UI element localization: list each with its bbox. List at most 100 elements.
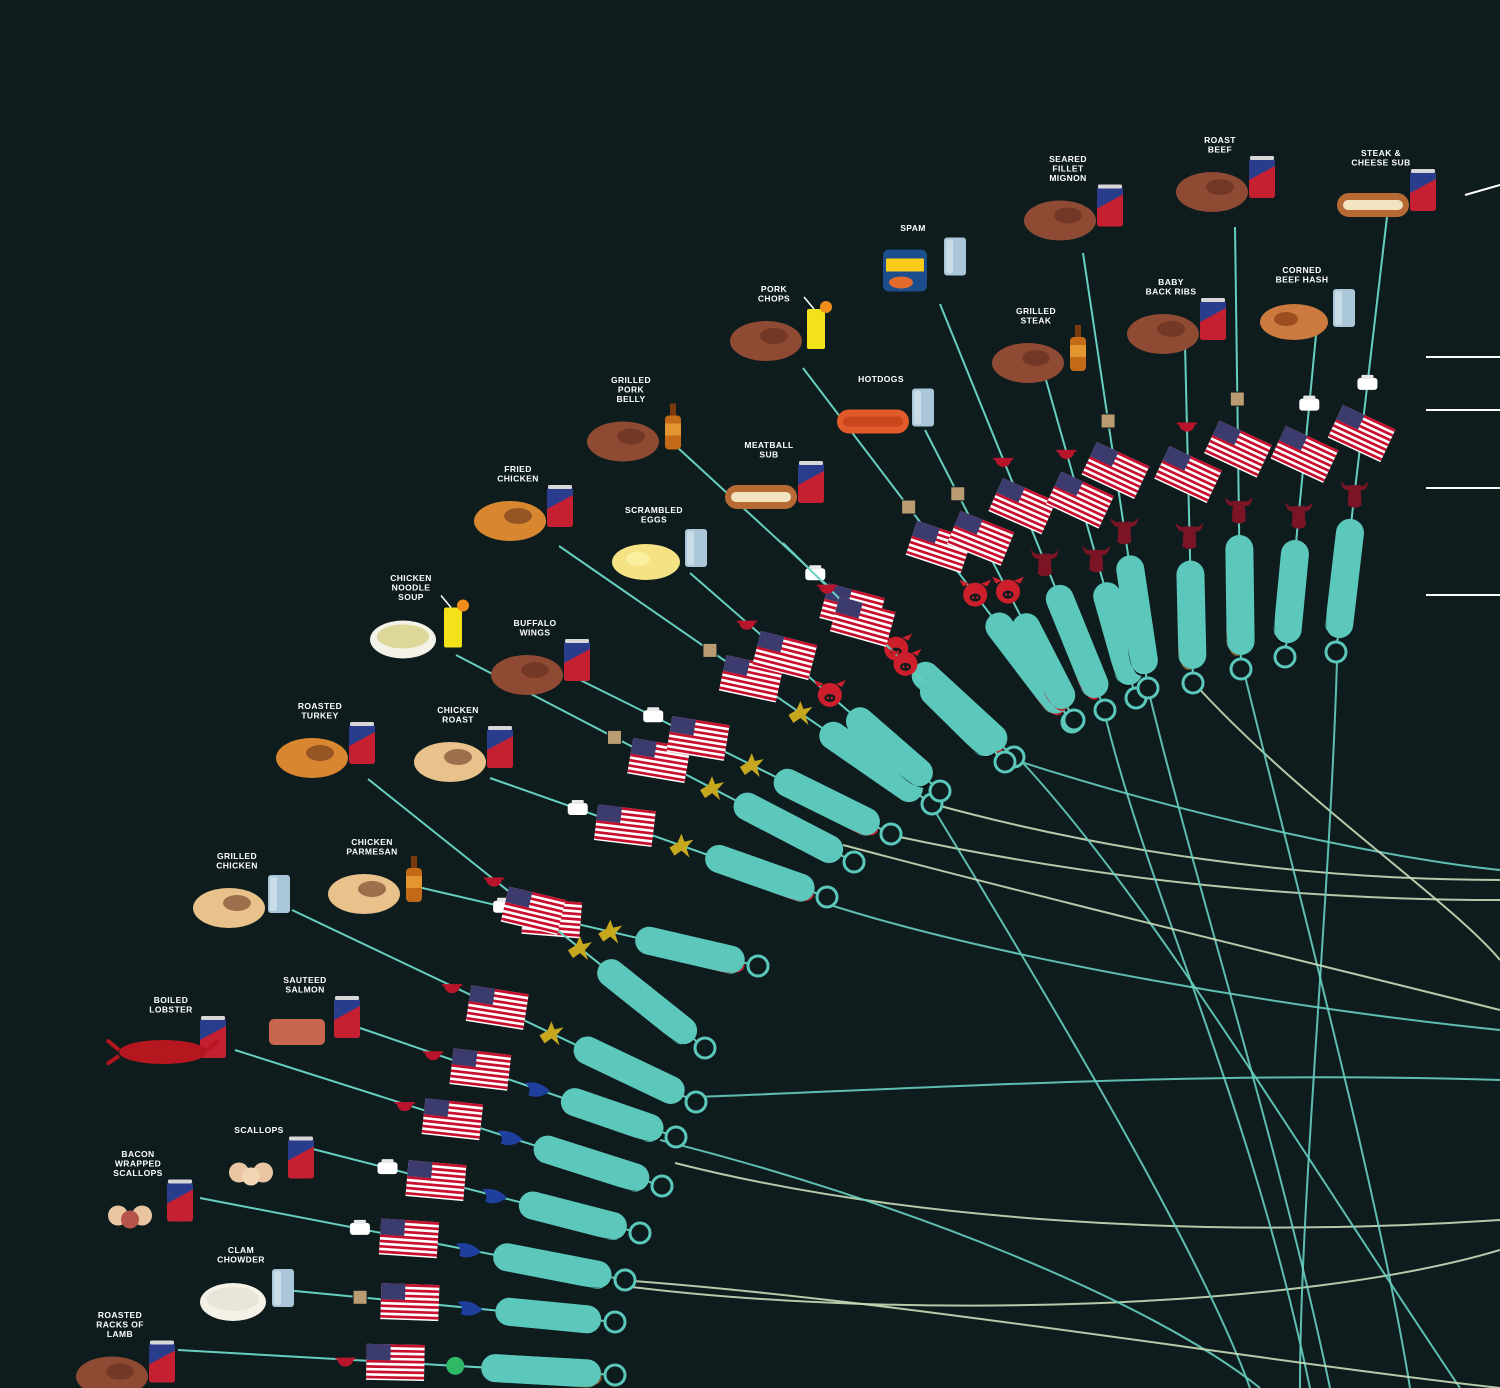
flag-canton	[835, 596, 863, 619]
can-stripe	[1410, 179, 1436, 211]
flag-stripe	[1277, 440, 1332, 468]
takeout-container-icon	[643, 707, 664, 723]
dish-name: GRILLED STEAK	[1016, 306, 1056, 326]
pod-body	[1045, 584, 1109, 699]
flag-stripe	[366, 1370, 425, 1375]
flag-stripe	[380, 1299, 439, 1304]
flag-stripe	[752, 661, 810, 679]
american-flag-icon	[1081, 441, 1150, 499]
flag-canton	[996, 478, 1025, 503]
food-shade	[617, 428, 645, 445]
flag-canton	[912, 520, 940, 544]
flag-stripe	[949, 535, 1005, 560]
flag-stripe	[366, 1359, 425, 1364]
fish-icon	[497, 1130, 523, 1146]
flag-stripe	[629, 758, 687, 772]
flag-stripe	[1053, 485, 1108, 513]
flag-stripe	[1157, 469, 1211, 497]
grill-icon	[1176, 422, 1197, 432]
flag-canton	[1090, 441, 1119, 467]
can-lid	[168, 1179, 192, 1184]
bull-icon	[1110, 517, 1139, 545]
can-stripe	[288, 1146, 314, 1179]
dish-name-line: CORNED	[1282, 265, 1321, 275]
soda-can-icon	[149, 1340, 175, 1383]
flag-stripe	[993, 497, 1048, 524]
pig-ears	[959, 579, 992, 587]
eagle-icon	[598, 919, 623, 944]
dish-name-line: TURKEY	[301, 711, 338, 721]
flag-canton	[380, 1218, 406, 1236]
dish-name-line: WINGS	[520, 628, 551, 638]
dish-roast-beef: ROAST BEEF	[1176, 135, 1275, 681]
dish-fried-chicken: FRIED CHICKEN	[474, 464, 944, 816]
glass-shine	[270, 877, 277, 911]
lobster-icon	[105, 1038, 221, 1066]
dish-label: BUFFALO WINGS	[514, 618, 557, 638]
pig-nostril	[902, 665, 905, 669]
can-stripe	[349, 732, 375, 764]
food-detail	[626, 552, 650, 566]
flag-stripe	[451, 1064, 510, 1074]
food-shade	[1054, 207, 1082, 224]
grill-icon	[736, 620, 757, 630]
takeout-box-icon	[606, 729, 622, 745]
flag-stripe	[594, 830, 653, 841]
connection-curve	[674, 1162, 1500, 1229]
flag-canton	[1279, 425, 1308, 451]
dish-name-line: MIGNON	[1049, 173, 1086, 183]
flag-stripe	[1082, 470, 1136, 498]
endpoint-ring	[603, 1310, 627, 1334]
straw	[803, 296, 815, 310]
can-lid	[335, 996, 359, 1000]
straw	[440, 595, 452, 608]
dish-label: CLAM CHOWDER	[217, 1245, 264, 1265]
endpoint-ring	[650, 1174, 674, 1198]
dish-label: CHICKEN NOODLE SOUP	[390, 573, 431, 602]
turkey-icon	[276, 738, 348, 778]
flag-stripe	[468, 1001, 527, 1013]
outcome-pod	[481, 1354, 602, 1388]
pork-belly-icon	[587, 421, 659, 462]
connection-curve	[1149, 696, 1331, 1388]
pod-body	[819, 721, 923, 803]
dish-name: SAUTEED SALMON	[283, 975, 326, 995]
dish-name: ROASTED RACKS OF LAMB	[96, 1310, 144, 1339]
cocktail-body	[807, 309, 825, 349]
flag-stripe	[379, 1239, 438, 1247]
outcome-pod	[1012, 613, 1076, 711]
beer-bottle-icon	[1070, 325, 1086, 371]
legend-tick	[1464, 184, 1500, 196]
endpoint-ring	[928, 779, 952, 803]
flag-stripe	[1046, 500, 1101, 528]
dish-label: SAUTEED SALMON	[283, 975, 326, 995]
container-lid	[353, 1219, 366, 1224]
dish-name-line: BOILED	[154, 995, 189, 1005]
flag-stripe	[422, 1119, 481, 1129]
outcome-pod	[773, 768, 880, 836]
dish-label: SCRAMBLED EGGS	[625, 505, 683, 525]
dish-label: ROASTED TURKEY	[298, 701, 342, 721]
pod-body	[919, 677, 1000, 757]
american-flag-icon	[465, 985, 529, 1030]
flag-stripe	[449, 1079, 508, 1090]
flag-stripe	[1273, 449, 1328, 477]
flag-stripe	[1048, 495, 1103, 523]
dish-label: CHICKEN ROAST	[437, 705, 478, 725]
dish-roasted-racks-of-lamb: ROASTED RACKS OF LAMB	[76, 1310, 627, 1388]
flag-stripe	[1211, 434, 1266, 462]
takeout-container-icon	[567, 799, 588, 815]
fish-icon	[457, 1301, 483, 1316]
food-detail	[1274, 312, 1298, 326]
flag-stripe	[1209, 439, 1263, 467]
flag-stripe	[501, 917, 559, 934]
bull-head	[1110, 517, 1139, 545]
dish-name-line: SEARED	[1049, 154, 1087, 164]
outcome-pod	[819, 721, 923, 803]
american-flag-icon	[1154, 445, 1222, 504]
dish-label: CORNED BEEF HASH	[1276, 265, 1328, 285]
pod-drip	[965, 742, 996, 758]
bull-icon	[1224, 497, 1253, 524]
water-glass-icon	[268, 875, 290, 913]
